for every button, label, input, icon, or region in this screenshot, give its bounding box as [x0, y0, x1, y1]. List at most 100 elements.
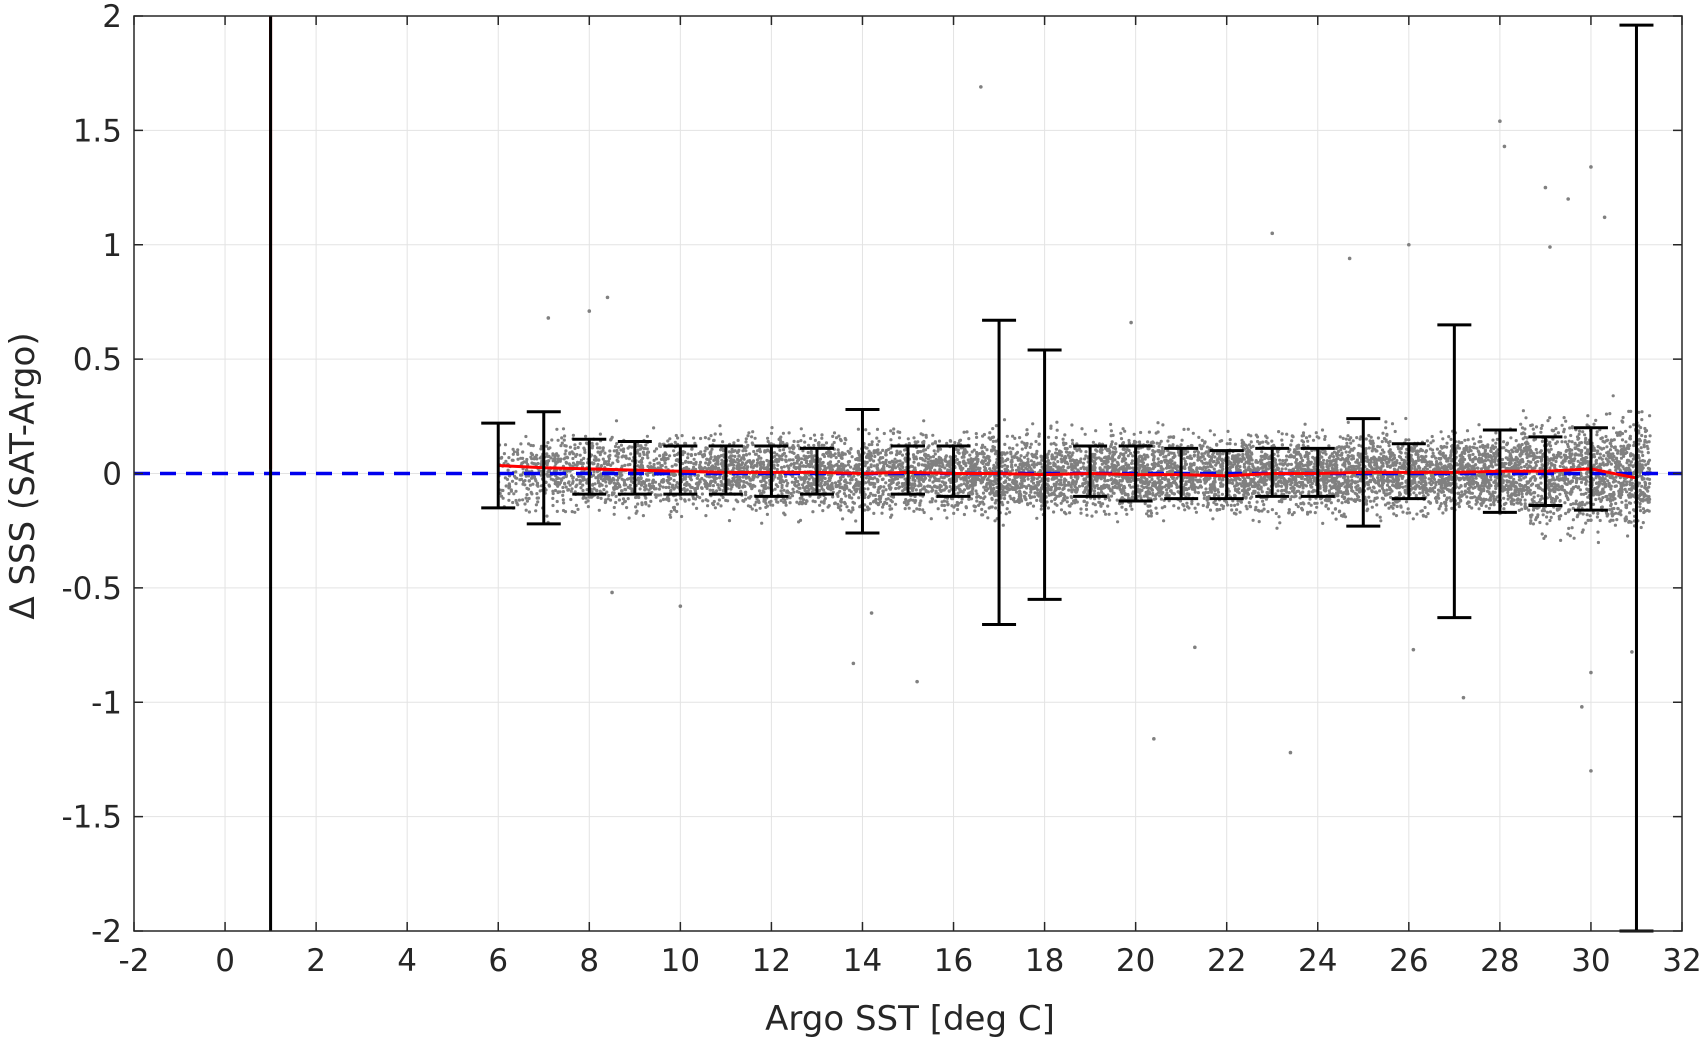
scatter-point	[936, 507, 940, 511]
scatter-point	[1605, 445, 1609, 449]
scatter-point	[1644, 463, 1648, 467]
scatter-point	[1598, 452, 1602, 456]
scatter-point	[784, 474, 788, 478]
scatter-point	[784, 503, 788, 507]
scatter-point	[795, 500, 799, 504]
scatter-point	[1435, 447, 1439, 451]
scatter-point	[1429, 441, 1433, 445]
scatter-point	[1419, 482, 1423, 486]
scatter-point	[1460, 490, 1464, 494]
scatter-point	[1156, 457, 1160, 461]
scatter-point	[820, 433, 824, 437]
scatter-point	[1374, 481, 1378, 485]
scatter-point	[1011, 487, 1015, 491]
scatter-point	[1004, 512, 1008, 516]
scatter-point	[559, 444, 563, 448]
scatter-point	[1257, 520, 1261, 524]
scatter-point	[1425, 439, 1429, 443]
scatter-point	[1395, 504, 1399, 509]
scatter-point	[517, 498, 522, 502]
scatter-point	[1114, 511, 1118, 515]
scatter-point	[1632, 470, 1636, 474]
scatter-point	[946, 503, 950, 507]
scatter-point	[564, 485, 568, 489]
scatter-point	[1553, 482, 1557, 486]
scatter-point	[1467, 500, 1471, 504]
scatter-point	[982, 496, 986, 501]
scatter-point	[563, 452, 567, 456]
scatter-point	[856, 427, 861, 431]
scatter-point	[1349, 497, 1353, 501]
scatter-point	[1598, 518, 1602, 523]
scatter-point	[1564, 419, 1568, 423]
scatter-point	[524, 496, 528, 500]
scatter-point	[955, 500, 959, 505]
scatter-point	[786, 481, 790, 485]
scatter-point	[1637, 410, 1641, 414]
scatter-point	[1625, 450, 1629, 455]
scatter-point	[1034, 452, 1038, 456]
scatter-point	[812, 433, 817, 437]
scatter-point	[1228, 481, 1232, 485]
scatter-point	[882, 485, 886, 489]
scatter-point	[1353, 491, 1357, 495]
scatter-point	[782, 488, 786, 492]
scatter-point	[1640, 433, 1644, 438]
scatter-point	[744, 497, 748, 501]
scatter-point	[1434, 483, 1438, 487]
scatter-point	[720, 458, 724, 462]
scatter-point	[981, 443, 985, 447]
scatter-point	[1130, 507, 1134, 511]
scatter-point	[1437, 507, 1441, 511]
scatter-point	[603, 451, 607, 455]
scatter-point	[1367, 446, 1371, 450]
scatter-point	[1520, 442, 1524, 447]
scatter-point	[1287, 491, 1291, 495]
scatter-point	[1646, 451, 1650, 455]
scatter-point	[1609, 444, 1614, 448]
scatter-point	[1199, 466, 1203, 470]
scatter-point	[1632, 443, 1636, 448]
scatter-point	[1172, 504, 1176, 508]
scatter-point	[573, 443, 577, 447]
scatter-point	[1510, 493, 1514, 497]
scatter-point	[1525, 480, 1529, 484]
scatter-point	[627, 516, 631, 520]
scatter-point	[1367, 495, 1371, 499]
scatter-point	[1585, 513, 1589, 517]
scatter-point	[1534, 447, 1538, 452]
scatter-point	[1581, 430, 1585, 434]
scatter-point	[1512, 477, 1516, 481]
scatter-point	[891, 468, 895, 472]
scatter-point	[1601, 461, 1605, 465]
scatter-point	[1031, 504, 1036, 508]
scatter-point	[1579, 480, 1584, 484]
scatter-point	[619, 443, 624, 447]
scatter-point	[1404, 500, 1409, 504]
scatter-point	[1198, 443, 1202, 447]
scatter-point	[788, 446, 792, 450]
scatter-point	[586, 505, 591, 509]
scatter-point	[616, 459, 620, 464]
scatter-point	[957, 460, 962, 465]
scatter-point	[849, 465, 853, 469]
scatter-point	[1005, 507, 1009, 511]
scatter-point	[1553, 490, 1557, 494]
scatter-point	[1049, 424, 1053, 428]
scatter-point	[562, 501, 566, 505]
scatter-point	[1313, 510, 1317, 515]
scatter-point	[1065, 496, 1069, 500]
scatter-point	[707, 437, 711, 441]
scatter-point	[769, 431, 774, 435]
scatter-point	[1106, 504, 1110, 508]
scatter-point	[1548, 510, 1553, 514]
scatter-point	[1494, 463, 1498, 467]
scatter-point	[555, 499, 559, 504]
scatter-point	[576, 445, 580, 450]
scatter-point	[1202, 493, 1206, 497]
scatter-point	[782, 465, 786, 469]
scatter-point	[1624, 440, 1628, 444]
scatter-point	[615, 442, 619, 446]
scatter-point	[760, 521, 764, 525]
scatter-point	[772, 451, 777, 455]
